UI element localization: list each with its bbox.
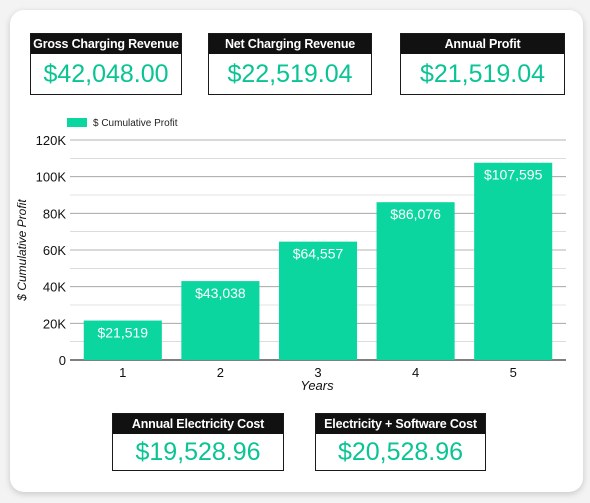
bar-data-label: $43,038 bbox=[195, 285, 246, 301]
net-charging-revenue-card: Net Charging Revenue $22,519.04 bbox=[208, 33, 372, 95]
bar-year-3 bbox=[278, 241, 358, 360]
legend-swatch bbox=[67, 118, 87, 127]
y-axis-title: $ Cumulative Profit bbox=[15, 199, 29, 302]
kpi-value: $22,519.04 bbox=[227, 60, 353, 88]
x-tick-label: 5 bbox=[510, 365, 517, 380]
x-axis-title: Years bbox=[300, 378, 334, 393]
y-tick-label: 40K bbox=[43, 280, 66, 295]
gross-charging-revenue-card: Gross Charging Revenue $42,048.00 bbox=[30, 33, 182, 95]
bar-data-label: $64,557 bbox=[293, 246, 344, 262]
kpi-label: Electricity + Software Cost bbox=[316, 414, 485, 434]
x-tick-label: 1 bbox=[119, 365, 126, 380]
kpi-label: Net Charging Revenue bbox=[209, 34, 371, 54]
bar-year-4 bbox=[376, 202, 455, 360]
bar-year-1 bbox=[83, 320, 162, 360]
y-tick-label: 20K bbox=[43, 316, 66, 331]
x-tick-label: 3 bbox=[314, 365, 321, 380]
bar-year-2 bbox=[181, 281, 260, 360]
x-tick-label: 2 bbox=[217, 365, 224, 380]
bar-data-labels: $21,519 $43,038 $64,557 $86,076 $107,595 bbox=[97, 167, 542, 341]
kpi-label: Annual Profit bbox=[401, 34, 564, 54]
y-axis-ticks: 0 20K 40K 60K 80K 100K 120K bbox=[36, 133, 67, 368]
bar-data-label: $86,076 bbox=[390, 206, 441, 222]
kpi-label: Gross Charging Revenue bbox=[31, 34, 181, 54]
bar-data-label: $21,519 bbox=[97, 325, 148, 341]
annual-profit-card: Annual Profit $21,519.04 bbox=[400, 33, 565, 95]
cumulative-profit-chart: $ Cumulative Profit 020K40K60K80K100K120… bbox=[15, 118, 566, 393]
x-axis-ticks: 1 2 3 4 5 bbox=[119, 365, 517, 380]
electricity-software-cost-card: Electricity + Software Cost $20,528.96 bbox=[315, 413, 486, 471]
y-tick-label: 60K bbox=[43, 243, 66, 258]
annual-electricity-cost-card: Annual Electricity Cost $19,528.96 bbox=[112, 413, 284, 471]
kpi-value: $42,048.00 bbox=[43, 60, 169, 88]
y-tick-label: 100K bbox=[36, 170, 67, 185]
kpi-value: $21,519.04 bbox=[419, 60, 546, 88]
kpi-value: $20,528.96 bbox=[337, 438, 464, 466]
y-tick-label: 0 bbox=[59, 353, 66, 368]
x-tick-label: 4 bbox=[412, 365, 419, 380]
bars bbox=[83, 162, 553, 360]
kpi-value: $19,528.96 bbox=[135, 438, 261, 466]
legend-label: $ Cumulative Profit bbox=[93, 118, 178, 129]
kpi-label: Annual Electricity Cost bbox=[113, 414, 283, 434]
bar-year-5 bbox=[474, 162, 553, 360]
y-tick-label: 80K bbox=[43, 206, 66, 221]
y-tick-label: 120K bbox=[36, 133, 67, 148]
bar-data-label: $107,595 bbox=[484, 167, 543, 183]
